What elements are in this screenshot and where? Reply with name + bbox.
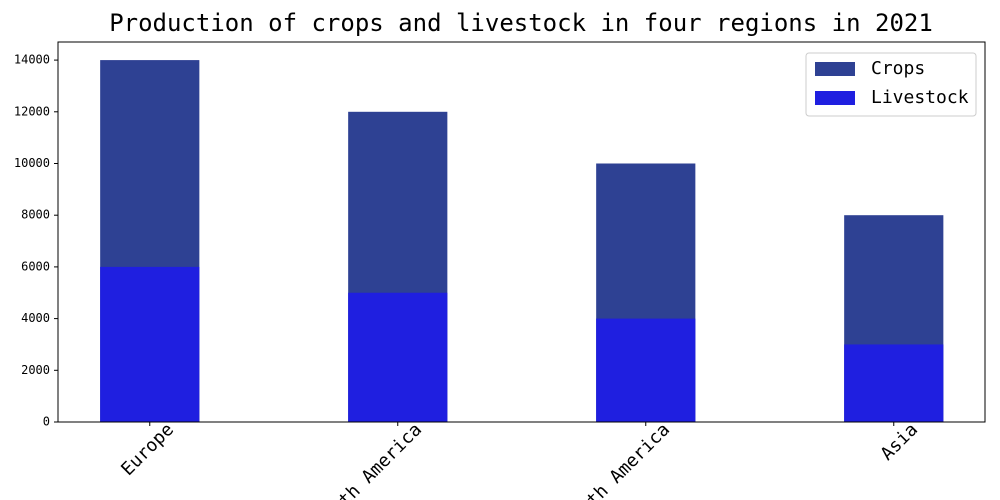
bar [100, 266, 200, 422]
plot-frame [57, 41, 986, 423]
bar [348, 292, 448, 422]
legend-label: Crops [871, 58, 925, 79]
y-tick-label: 6000 [21, 259, 50, 273]
chart-title: Production of crops and livestock in fou… [109, 9, 933, 37]
y-tick-label: 14000 [14, 53, 50, 67]
legend-swatch [815, 62, 855, 76]
y-tick-label: 0 [43, 415, 50, 429]
y-tick-label: 4000 [21, 311, 50, 325]
bar [596, 318, 696, 422]
bar [844, 344, 944, 422]
x-tick-label: Asia [877, 419, 923, 465]
x-tick-label: Europe [117, 419, 178, 480]
y-tick-label: 10000 [14, 156, 50, 170]
legend-label: Livestock [871, 87, 969, 108]
legend-swatch [815, 91, 855, 105]
x-tick-label: North America [560, 419, 674, 500]
y-tick-label: 12000 [14, 104, 50, 118]
x-tick-label: South America [312, 419, 426, 500]
y-tick-label: 2000 [21, 363, 50, 377]
y-tick-label: 8000 [21, 208, 50, 222]
